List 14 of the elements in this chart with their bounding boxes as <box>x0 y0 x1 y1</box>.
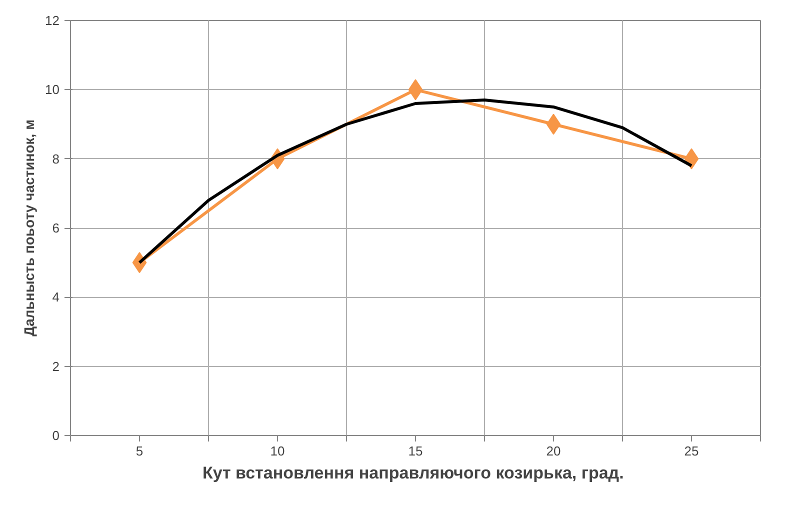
x-tick-label: 20 <box>546 444 561 458</box>
x-axis-title: Кут встановлення направляючого козирька, град. <box>202 464 624 482</box>
y-tick-label: 4 <box>52 290 60 305</box>
y-tick-label: 8 <box>52 151 60 166</box>
y-tick-label: 0 <box>52 428 60 443</box>
x-tick-label: 25 <box>684 444 699 458</box>
x-tick-label: 15 <box>408 444 423 458</box>
y-axis-title: Дальнысть поьоту частинок, м <box>21 120 38 336</box>
y-tick-label: 6 <box>52 220 60 236</box>
y-tick-label: 12 <box>45 13 60 28</box>
y-tick-label: 2 <box>52 358 60 374</box>
x-tick-label: 10 <box>270 444 285 458</box>
x-tick-label: 5 <box>136 444 144 458</box>
y-tick-label: 10 <box>45 82 60 98</box>
